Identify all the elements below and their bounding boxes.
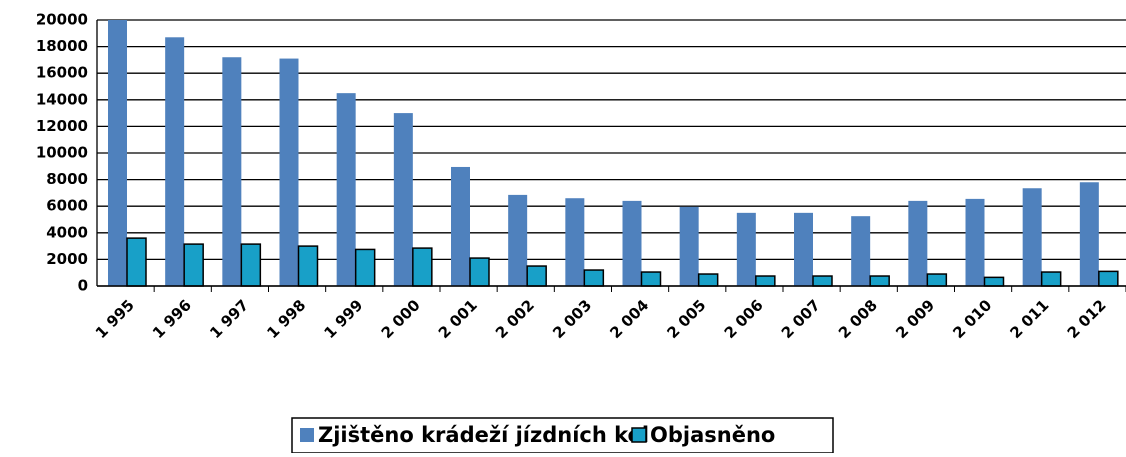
bar <box>926 273 948 287</box>
bar <box>451 166 470 286</box>
bar <box>183 243 204 287</box>
y-tick-label: 8000 <box>46 170 88 188</box>
bar <box>508 194 528 286</box>
x-tick-label: 2 006 <box>721 296 767 342</box>
bar <box>469 257 490 287</box>
x-tick-label: 2 004 <box>606 296 652 342</box>
bar <box>108 20 127 286</box>
bar <box>240 243 262 287</box>
x-tick-label: 2 001 <box>435 296 481 342</box>
bar <box>1040 271 1062 287</box>
bar <box>336 93 356 287</box>
x-tick-label: 2 012 <box>1064 296 1110 342</box>
bar <box>565 198 585 286</box>
bar <box>697 273 719 287</box>
x-tick-label: 2 010 <box>949 296 995 342</box>
x-tick-label: 1 995 <box>92 296 138 342</box>
bar <box>412 247 433 287</box>
x-tick-label: 2 009 <box>892 296 938 342</box>
y-tick-label: 4000 <box>46 223 88 241</box>
y-tick-label: 10000 <box>36 144 88 162</box>
y-tick-label: 18000 <box>36 37 88 55</box>
x-tick-label: 2 003 <box>549 296 595 342</box>
bar <box>1098 270 1119 287</box>
x-tick-label: 1 996 <box>149 296 195 342</box>
x-tick-label: 2 007 <box>778 296 824 342</box>
bar <box>526 265 547 287</box>
y-tick-label: 6000 <box>46 197 88 215</box>
x-tick-label: 2 000 <box>378 296 424 342</box>
bar <box>222 57 242 286</box>
bar <box>965 198 985 286</box>
y-tick-label: 14000 <box>36 90 88 108</box>
x-tick-label: 2 008 <box>835 296 881 342</box>
bar <box>165 37 185 286</box>
bar <box>679 206 699 286</box>
legend-box <box>291 417 834 454</box>
bar <box>622 200 642 286</box>
y-tick-label: 2000 <box>46 250 88 268</box>
y-tick-label: 12000 <box>36 117 88 135</box>
x-tick-label: 2 002 <box>492 296 538 342</box>
x-tick-label: 2 011 <box>1007 296 1053 342</box>
bar <box>736 212 756 286</box>
bar <box>983 276 1005 287</box>
legend-swatch <box>631 427 647 443</box>
bar <box>908 200 928 286</box>
bar <box>354 248 376 287</box>
bar <box>279 58 299 286</box>
bar <box>851 216 871 286</box>
bar <box>297 245 319 287</box>
y-tick-label: 0 <box>78 277 88 295</box>
legend-label: Zjištěno krádeží jízdních kol <box>318 423 649 447</box>
bar <box>1022 188 1042 286</box>
y-tick-label: 16000 <box>36 64 88 82</box>
x-tick-label: 1 999 <box>321 296 367 342</box>
bar <box>640 271 662 287</box>
bar <box>869 275 890 287</box>
x-tick-label: 1 997 <box>206 296 252 342</box>
x-tick-label: 2 005 <box>664 296 710 342</box>
bar <box>1079 182 1099 286</box>
bar <box>755 275 776 287</box>
bar <box>812 275 833 287</box>
bar <box>126 237 147 287</box>
x-tick-label: 1 998 <box>263 296 309 342</box>
legend-swatch <box>300 428 314 442</box>
legend-label: Objasněno <box>650 423 775 447</box>
bar <box>393 113 413 286</box>
y-tick-label: 20000 <box>36 11 88 29</box>
bar <box>794 212 813 286</box>
bar <box>583 269 605 287</box>
